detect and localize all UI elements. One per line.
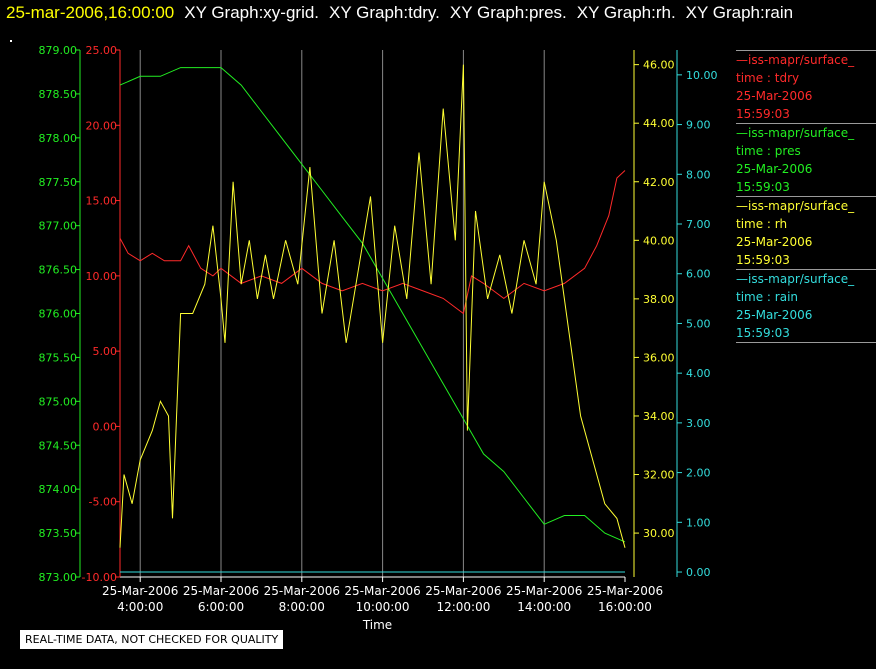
quality-disclaimer: REAL-TIME DATA, NOT CHECKED FOR QUALITY [20, 630, 284, 649]
legend-time: 15:59:03 [736, 180, 790, 194]
legend-series-name: —iss-mapr/surface_ [736, 126, 855, 140]
grid-layer [139, 50, 545, 577]
x-tick-label-time: 10:00:00 [356, 600, 410, 614]
rain-tick-label: 5.00 [686, 317, 711, 330]
pres-tick-label: 877.00 [39, 220, 78, 233]
rh-tick-label: 36.00 [643, 351, 675, 364]
rain-tick-label: 8.00 [686, 168, 711, 181]
marker-dot [10, 40, 12, 42]
rain-tick-label: 4.00 [686, 367, 711, 380]
x-axis-label: Time [362, 618, 392, 632]
x-tick-label-date: 25-Mar-2006 [264, 584, 340, 598]
legend-date: 25-Mar-2006 [736, 235, 813, 249]
rh-tick-label: 42.00 [643, 176, 675, 189]
tdry-tick-label: 20.00 [86, 119, 118, 132]
rain-tick-label: 1.00 [686, 516, 711, 529]
pres-tick-label: 873.00 [39, 571, 78, 584]
tdry-tick-label: 15.00 [86, 195, 118, 208]
pres-tick-label: 875.50 [39, 351, 78, 364]
graph-title-xy-grid: XY Graph:xy-grid. [184, 3, 320, 22]
pres-tick-label: 879.00 [39, 44, 78, 57]
x-tick-label-time: 8:00:00 [279, 600, 325, 614]
legend-time: 15:59:03 [736, 326, 790, 340]
rain-tick-label: 6.00 [686, 268, 711, 281]
legend-series-name: —iss-mapr/surface_ [736, 53, 855, 67]
labels-layer: 25-Mar-2006 4:00:00 25-Mar-2006 6:00:00 25-M… [39, 44, 718, 632]
x-tick-label-date: 25-Mar-2006 [587, 584, 663, 598]
tdry-tick-label: 10.00 [86, 270, 118, 283]
graph-title-tdry: XY Graph:tdry. [329, 3, 440, 22]
rain-tick-label: 10.00 [686, 69, 718, 82]
legend-date: 25-Mar-2006 [736, 308, 813, 322]
rain-tick-label: 9.00 [686, 119, 711, 132]
rain-tick-label: 2.00 [686, 467, 711, 480]
legend-date: 25-Mar-2006 [736, 89, 813, 103]
pres-tick-label: 875.00 [39, 395, 78, 408]
rain-tick-label: 3.00 [686, 417, 711, 430]
legend-axis-line: time : rh [736, 217, 788, 231]
graph-title-pres: XY Graph:pres. [449, 3, 567, 22]
tdry-tick-label: -5.00 [89, 496, 117, 509]
x-tick-label-time: 4:00:00 [117, 600, 163, 614]
rh-tick-label: 32.00 [643, 469, 675, 482]
rh-tick-label: 34.00 [643, 410, 675, 423]
pres-tick-label: 874.00 [39, 483, 78, 496]
x-tick-label-time: 12:00:00 [436, 600, 490, 614]
x-tick-label-time: 14:00:00 [517, 600, 571, 614]
pres-tick-label: 878.00 [39, 132, 78, 145]
graph-title-rh: XY Graph:rh. [576, 3, 676, 22]
legend-time: 15:59:03 [736, 107, 790, 121]
x-tick-label-date: 25-Mar-2006 [425, 584, 501, 598]
legend-entry-rh: —iss-mapr/surface_ time : rh 25-Mar-2006… [736, 196, 876, 269]
rain-tick-label: 7.00 [686, 218, 711, 231]
legend-time: 15:59:03 [736, 253, 790, 267]
x-tick-label-date: 25-Mar-2006 [344, 584, 420, 598]
series-line-rh [119, 64, 626, 548]
series-line-pres [119, 67, 626, 543]
x-tick-label-date: 25-Mar-2006 [102, 584, 178, 598]
tdry-tick-label: 0.00 [93, 420, 118, 433]
series-layer [119, 64, 626, 573]
rh-tick-label: 40.00 [643, 234, 675, 247]
legend-entry-rain: —iss-mapr/surface_ time : rain 25-Mar-20… [736, 269, 876, 343]
legend-axis-line: time : pres [736, 144, 801, 158]
legend-axis-line: time : rain [736, 290, 799, 304]
tdry-tick-label: 5.00 [93, 345, 118, 358]
timestamp: 25-mar-2006,16:00:00 [6, 3, 175, 22]
x-tick-label-time: 16:00:00 [598, 600, 652, 614]
pres-tick-label: 877.50 [39, 176, 78, 189]
pres-tick-label: 876.50 [39, 264, 78, 277]
tdry-tick-label: 25.00 [86, 44, 118, 57]
rain-tick-label: 0.00 [686, 566, 711, 579]
tdry-tick-label: -10.00 [82, 571, 117, 584]
x-tick-label-time: 6:00:00 [198, 600, 244, 614]
rh-tick-label: 38.00 [643, 293, 675, 306]
pres-tick-label: 873.50 [39, 527, 78, 540]
x-tick-label-date: 25-Mar-2006 [183, 584, 259, 598]
title-bar: 25-mar-2006,16:00:00 XY Graph:xy-grid. XY … [0, 0, 876, 26]
axes-layer [75, 49, 682, 582]
legend: —iss-mapr/surface_ time : tdry 25-Mar-20… [736, 50, 876, 343]
legend-entry-tdry: —iss-mapr/surface_ time : tdry 25-Mar-20… [736, 50, 876, 123]
pres-tick-label: 876.00 [39, 308, 78, 321]
pres-tick-label: 878.50 [39, 88, 78, 101]
rh-tick-label: 44.00 [643, 117, 675, 130]
rh-tick-label: 46.00 [643, 59, 675, 72]
legend-axis-line: time : tdry [736, 71, 800, 85]
rh-tick-label: 30.00 [643, 527, 675, 540]
legend-entry-pres: —iss-mapr/surface_ time : pres 25-Mar-20… [736, 123, 876, 196]
legend-series-name: —iss-mapr/surface_ [736, 272, 855, 286]
x-tick-label-date: 25-Mar-2006 [506, 584, 582, 598]
series-line-tdry [119, 170, 626, 315]
graph-title-rain: XY Graph:rain [685, 3, 794, 22]
legend-series-name: —iss-mapr/surface_ [736, 199, 855, 213]
legend-date: 25-Mar-2006 [736, 162, 813, 176]
pres-tick-label: 874.50 [39, 439, 78, 452]
